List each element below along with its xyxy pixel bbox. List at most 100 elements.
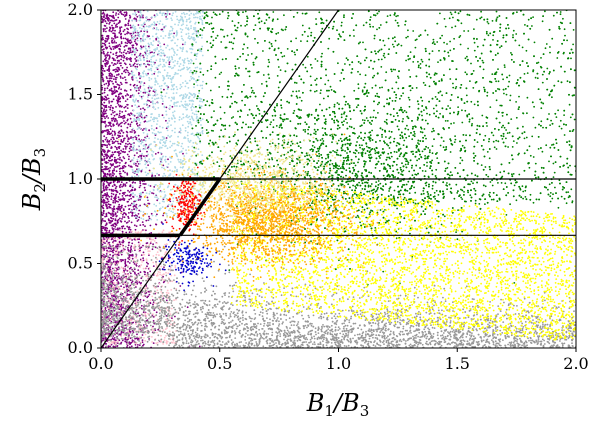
scatter-point bbox=[114, 346, 116, 348]
scatter-point bbox=[102, 150, 105, 153]
scatter-point bbox=[139, 85, 142, 88]
scatter-point bbox=[141, 168, 144, 171]
scatter-point bbox=[156, 117, 158, 120]
scatter-point bbox=[102, 202, 105, 204]
scatter-point bbox=[126, 69, 129, 72]
scatter-point bbox=[101, 65, 104, 68]
scatter-point bbox=[116, 219, 119, 222]
scatter-point bbox=[138, 216, 141, 219]
scatter-point bbox=[190, 58, 192, 61]
scatter-point bbox=[138, 89, 140, 91]
scatter-point bbox=[162, 30, 165, 33]
scatter-point bbox=[160, 51, 163, 54]
scatter-point bbox=[107, 117, 110, 119]
scatter-point bbox=[121, 72, 123, 75]
scatter-point bbox=[131, 214, 134, 217]
scatter-point bbox=[113, 151, 116, 154]
scatter-point bbox=[164, 155, 167, 158]
scatter-point bbox=[143, 82, 146, 84]
scatter-point bbox=[122, 148, 125, 150]
scatter-point bbox=[127, 164, 130, 167]
scatter-point bbox=[135, 76, 138, 79]
scatter-point bbox=[113, 156, 116, 159]
scatter-point bbox=[128, 52, 131, 54]
scatter-point bbox=[101, 76, 104, 79]
scatter-point bbox=[133, 162, 136, 164]
scatter-point bbox=[179, 127, 182, 130]
scatter-point bbox=[133, 17, 136, 20]
scatter-point bbox=[163, 77, 166, 80]
scatter-point bbox=[126, 131, 129, 134]
scatter-point bbox=[108, 221, 111, 224]
scatter-point bbox=[137, 156, 140, 158]
scatter-point bbox=[165, 299, 168, 302]
scatter-point bbox=[127, 189, 129, 192]
scatter-point bbox=[106, 207, 108, 210]
scatter-point bbox=[191, 94, 194, 97]
scatter-point bbox=[185, 50, 188, 52]
scatter-point bbox=[186, 18, 188, 21]
scatter-point bbox=[147, 106, 150, 108]
scatter-point bbox=[128, 198, 131, 201]
scatter-point bbox=[116, 90, 119, 93]
scatter-point bbox=[112, 111, 114, 114]
scatter-point bbox=[137, 197, 140, 200]
scatter-point bbox=[102, 121, 105, 124]
scatter-point bbox=[106, 181, 109, 184]
scatter-point bbox=[136, 39, 139, 42]
scatter-point bbox=[180, 35, 183, 38]
scatter-point bbox=[117, 301, 120, 304]
scatter-point bbox=[133, 40, 136, 43]
scatter-point bbox=[191, 168, 194, 171]
scatter-point bbox=[106, 27, 108, 29]
scatter-point bbox=[178, 118, 181, 121]
scatter-point bbox=[108, 183, 110, 186]
scatter-point bbox=[179, 63, 182, 65]
scatter-point bbox=[109, 128, 112, 131]
scatter-point bbox=[109, 182, 112, 185]
scatter-point bbox=[186, 66, 188, 69]
scatter-point bbox=[139, 197, 142, 200]
scatter-point bbox=[108, 14, 111, 17]
scatter-point bbox=[116, 268, 119, 271]
scatter-point bbox=[156, 172, 159, 175]
scatter-point bbox=[174, 183, 177, 186]
scatter-point bbox=[185, 33, 188, 36]
scatter-point bbox=[121, 195, 124, 197]
scatter-point bbox=[136, 43, 138, 46]
scatter-point bbox=[147, 184, 150, 187]
scatter-point bbox=[104, 54, 107, 57]
scatter-point bbox=[140, 142, 143, 145]
scatter-point bbox=[105, 59, 108, 62]
scatter-point bbox=[139, 157, 142, 159]
scatter-point bbox=[128, 155, 130, 158]
scatter-point bbox=[121, 141, 124, 144]
scatter-point bbox=[120, 249, 123, 252]
scatter-point bbox=[122, 51, 125, 54]
scatter-point bbox=[160, 131, 162, 134]
scatter-point bbox=[152, 151, 155, 153]
scatter-point bbox=[111, 215, 114, 218]
scatter-point bbox=[161, 114, 164, 117]
scatter-point bbox=[125, 181, 128, 184]
scatter-point bbox=[188, 79, 191, 82]
scatter-point bbox=[124, 184, 127, 187]
scatter-point bbox=[181, 59, 184, 61]
scatter-point bbox=[180, 100, 183, 103]
scatter-point bbox=[107, 211, 110, 214]
scatter-point bbox=[147, 120, 150, 123]
scatter-point bbox=[163, 172, 166, 175]
scatter-point bbox=[196, 174, 199, 177]
scatter-point bbox=[120, 35, 123, 38]
scatter-point bbox=[124, 100, 127, 102]
scatter-point bbox=[119, 122, 122, 125]
scatter-point bbox=[120, 83, 123, 85]
scatter-point bbox=[108, 196, 111, 198]
scatter-point bbox=[117, 124, 120, 127]
scatter-point bbox=[120, 64, 122, 67]
scatter-point bbox=[128, 57, 130, 60]
scatter-point bbox=[103, 16, 105, 19]
scatter-point bbox=[119, 132, 122, 135]
scatter-point bbox=[148, 100, 151, 102]
scatter-point bbox=[165, 84, 168, 87]
